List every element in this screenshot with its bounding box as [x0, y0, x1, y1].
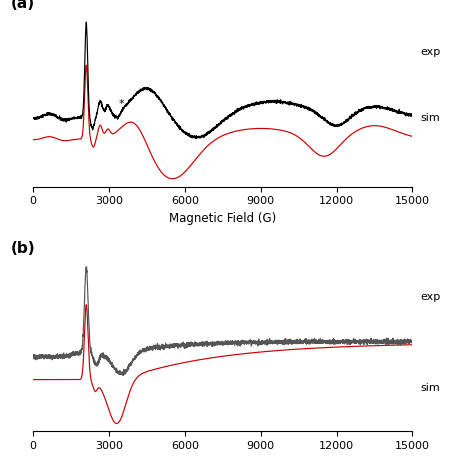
X-axis label: Magnetic Field (G): Magnetic Field (G) [169, 212, 276, 225]
Text: exp: exp [420, 292, 440, 302]
Text: exp: exp [420, 47, 440, 57]
Text: sim: sim [420, 113, 440, 123]
Text: (b): (b) [10, 240, 35, 255]
Text: sim: sim [420, 383, 440, 393]
Text: *: * [119, 99, 125, 109]
Text: (a): (a) [10, 0, 35, 11]
